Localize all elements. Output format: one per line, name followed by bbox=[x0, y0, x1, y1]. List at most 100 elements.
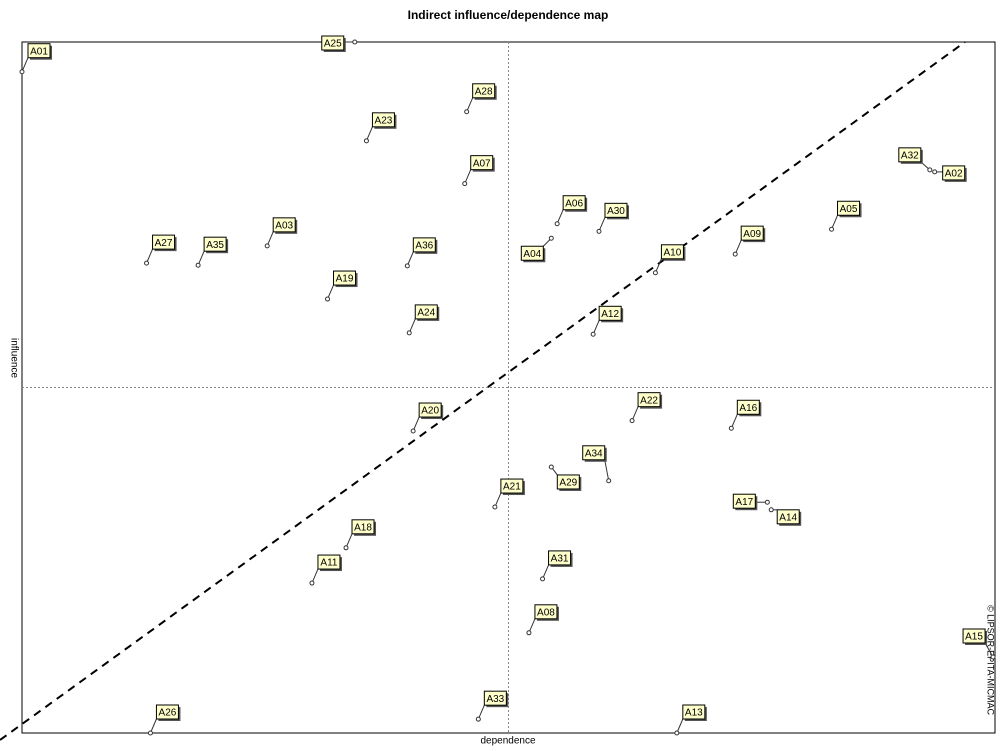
point bbox=[195, 262, 201, 268]
leader-line bbox=[831, 215, 838, 230]
point bbox=[927, 167, 933, 173]
point bbox=[732, 251, 738, 257]
label-box bbox=[898, 147, 922, 163]
point-label: A23 bbox=[375, 115, 393, 126]
label-box bbox=[272, 217, 296, 233]
point-label: A29 bbox=[559, 478, 577, 489]
point bbox=[728, 425, 734, 431]
label-box bbox=[732, 493, 756, 509]
leader-line bbox=[556, 209, 564, 224]
label-box bbox=[203, 236, 227, 252]
point bbox=[404, 263, 410, 269]
leader-line bbox=[542, 564, 550, 580]
leader-line bbox=[327, 284, 334, 300]
leader-line bbox=[408, 318, 416, 334]
label-box bbox=[412, 237, 436, 253]
label-box bbox=[27, 43, 51, 59]
leader-line bbox=[676, 718, 684, 734]
point-label: A36 bbox=[415, 241, 433, 252]
point-label: A12 bbox=[601, 309, 619, 320]
point-label: A16 bbox=[739, 403, 757, 414]
point bbox=[554, 221, 560, 227]
leader-line bbox=[604, 459, 610, 481]
point bbox=[464, 109, 470, 115]
label-box bbox=[582, 445, 606, 461]
label-box bbox=[321, 35, 345, 51]
point bbox=[768, 507, 774, 513]
point-label: A14 bbox=[779, 512, 797, 523]
label-box bbox=[155, 704, 179, 720]
label-box bbox=[351, 519, 375, 535]
point-label: A19 bbox=[336, 274, 354, 285]
point-label: A21 bbox=[503, 482, 521, 493]
point-label: A33 bbox=[486, 694, 504, 705]
label-box bbox=[942, 165, 966, 181]
label-box bbox=[483, 690, 507, 706]
label-box bbox=[500, 478, 524, 494]
point-label: A25 bbox=[324, 39, 342, 50]
leader-line bbox=[345, 533, 353, 549]
point-label: A05 bbox=[840, 204, 858, 215]
leader-line bbox=[730, 414, 738, 429]
label-box bbox=[472, 83, 496, 99]
leader-line bbox=[734, 239, 742, 255]
point bbox=[932, 169, 938, 175]
label-box bbox=[520, 245, 544, 261]
point-label: A34 bbox=[585, 448, 603, 459]
point-label: A13 bbox=[685, 708, 703, 719]
point-label: A09 bbox=[743, 229, 761, 240]
label-box bbox=[534, 604, 558, 620]
label-box bbox=[604, 202, 628, 218]
point bbox=[590, 331, 596, 337]
leader-line bbox=[654, 258, 662, 273]
leader-line bbox=[494, 492, 502, 508]
leader-line bbox=[477, 704, 485, 720]
point-label: A07 bbox=[473, 158, 491, 169]
label-box bbox=[418, 402, 442, 418]
point-label: A02 bbox=[945, 169, 963, 180]
point-label: A32 bbox=[901, 150, 919, 161]
point bbox=[829, 226, 835, 232]
point bbox=[606, 478, 612, 484]
label-box bbox=[776, 509, 800, 525]
leader-line bbox=[266, 231, 274, 247]
point-label: A31 bbox=[551, 554, 569, 565]
point bbox=[19, 69, 25, 75]
point-label: A03 bbox=[275, 220, 293, 231]
point-label: A28 bbox=[475, 86, 493, 97]
point bbox=[144, 260, 150, 266]
leader-line bbox=[146, 248, 154, 264]
point bbox=[548, 464, 554, 470]
leader-line bbox=[21, 57, 29, 72]
label-box bbox=[660, 244, 684, 260]
label-box bbox=[556, 474, 580, 490]
x-axis-label: dependence bbox=[480, 736, 535, 746]
point-label: A04 bbox=[523, 249, 541, 260]
leader-line bbox=[598, 217, 606, 232]
point bbox=[764, 499, 770, 505]
leader-line bbox=[592, 320, 600, 335]
point bbox=[462, 181, 468, 187]
point bbox=[596, 228, 602, 234]
label-box bbox=[637, 392, 661, 408]
label-box bbox=[371, 112, 395, 128]
point-label: A24 bbox=[417, 308, 435, 319]
point bbox=[652, 270, 658, 276]
point bbox=[352, 39, 358, 45]
watermark: © LIPSOR-EPITA-MICMAC bbox=[986, 605, 996, 715]
label-box bbox=[598, 305, 622, 321]
label-box bbox=[152, 234, 176, 250]
point bbox=[363, 138, 369, 144]
leader-line bbox=[984, 642, 994, 658]
point-label: A18 bbox=[354, 522, 372, 533]
point-label: A26 bbox=[159, 708, 177, 719]
point bbox=[410, 428, 416, 434]
label-box bbox=[562, 195, 586, 211]
point bbox=[406, 330, 412, 336]
label-box bbox=[414, 304, 438, 320]
point-label: A35 bbox=[206, 240, 224, 251]
leader-line bbox=[406, 251, 414, 267]
leader-line bbox=[197, 250, 205, 266]
point bbox=[990, 654, 996, 660]
diagonal bbox=[0, 41, 966, 741]
